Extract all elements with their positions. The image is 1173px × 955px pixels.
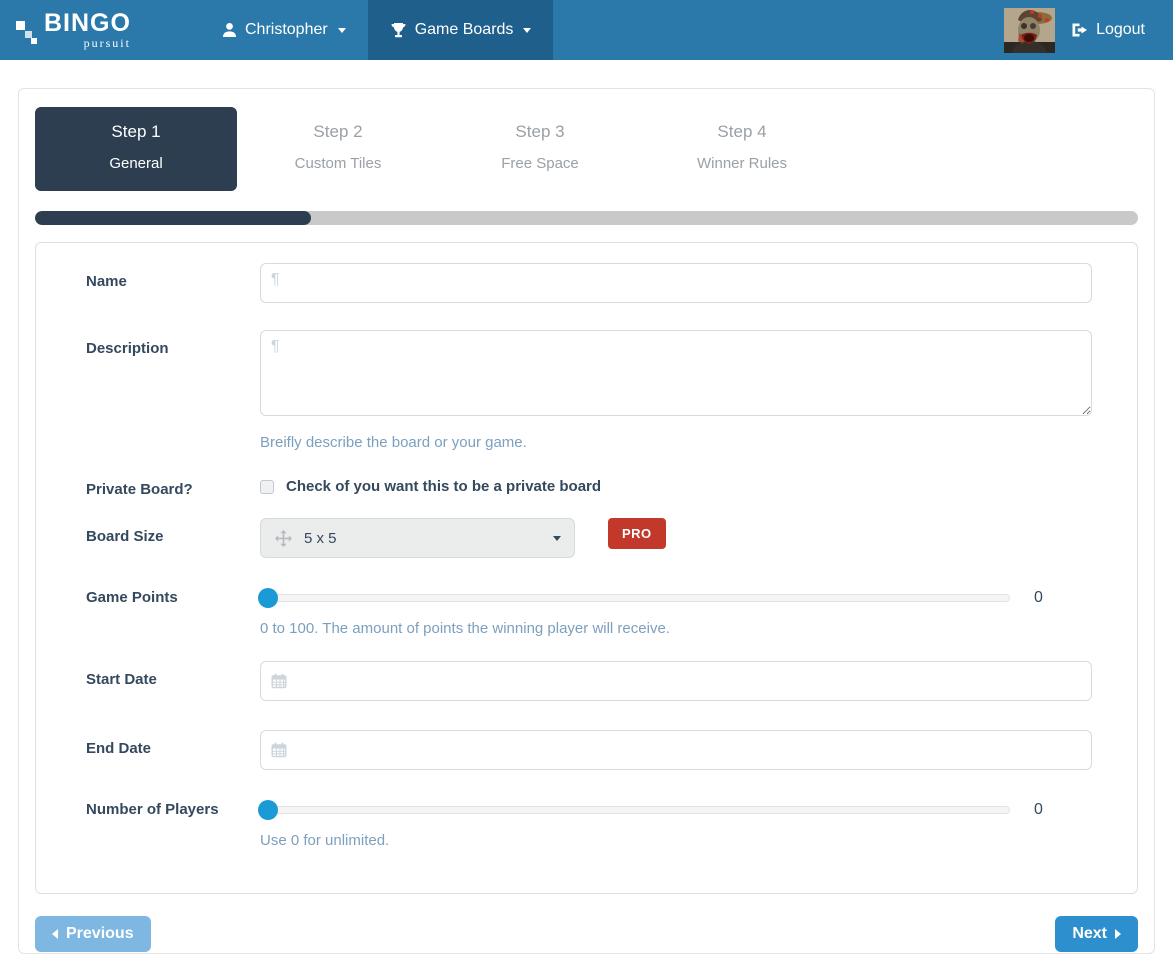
game-points-label: Game Points	[86, 589, 178, 606]
players-value: 0	[1034, 801, 1043, 818]
board-size-value: 5 x 5	[304, 529, 337, 547]
wizard-steps: Step 1 General Step 2 Custom Tiles Step …	[35, 107, 1138, 191]
name-input[interactable]	[260, 263, 1092, 303]
description-input[interactable]	[260, 330, 1092, 416]
arrow-right-icon	[1115, 929, 1121, 939]
step-subtitle: Custom Tiles	[294, 155, 382, 172]
step-title: Step 1	[111, 122, 161, 141]
start-date-input[interactable]	[260, 661, 1092, 701]
progress-fill	[35, 211, 311, 225]
game-points-help: 0 to 100. The amount of points the winni…	[260, 620, 670, 637]
players-label: Number of Players	[86, 801, 219, 818]
step-title: Step 2	[313, 122, 363, 141]
trophy-icon	[391, 23, 406, 38]
brand-subtitle: pursuit	[83, 36, 131, 50]
game-boards-menu[interactable]: Game Boards	[367, 0, 554, 60]
game-points-slider-handle[interactable]	[258, 588, 278, 608]
avatar[interactable]	[1004, 7, 1056, 53]
step-title: Step 3	[515, 122, 565, 141]
players-slider[interactable]	[258, 800, 1010, 820]
brand-title: BINGO	[44, 9, 131, 37]
private-board-checkbox[interactable]	[260, 479, 274, 494]
start-date-label: Start Date	[86, 671, 157, 688]
game-boards-menu-label: Game Boards	[414, 21, 514, 38]
logout-button[interactable]: Logout	[1071, 21, 1145, 39]
end-date-input[interactable]	[260, 730, 1092, 770]
user-menu-label: Christopher	[245, 21, 328, 38]
previous-button-label: Previous	[66, 925, 134, 942]
wizard-panel: Step 1 General Step 2 Custom Tiles Step …	[18, 88, 1155, 954]
description-label: Description	[86, 340, 169, 357]
wizard-progress-bar	[35, 211, 1138, 225]
next-button-label: Next	[1072, 925, 1107, 942]
user-icon	[223, 23, 236, 37]
arrow-left-icon	[52, 929, 58, 939]
tab-step-4[interactable]: Step 4 Winner Rules	[641, 107, 843, 191]
logout-label: Logout	[1096, 21, 1145, 38]
end-date-label: End Date	[86, 740, 152, 757]
players-help: Use 0 for unlimited.	[260, 832, 390, 849]
logout-icon	[1072, 23, 1088, 37]
move-icon	[275, 529, 292, 547]
step-subtitle: Winner Rules	[696, 155, 788, 172]
tab-step-3[interactable]: Step 3 Free Space	[439, 107, 641, 191]
game-points-slider[interactable]	[258, 588, 1010, 608]
private-board-checkbox-label: Check of you want this to be a private b…	[286, 478, 602, 495]
step-subtitle: Free Space	[501, 155, 579, 172]
previous-button[interactable]: Previous	[35, 916, 151, 952]
tab-step-1[interactable]: Step 1 General	[35, 107, 237, 191]
description-help: Breifly describe the board or your game.	[260, 434, 527, 451]
pro-badge-button[interactable]: PRO	[608, 518, 666, 549]
chevron-down-icon	[523, 27, 532, 33]
general-form: Name ¶ Description ¶ Breifly describe th…	[35, 242, 1138, 894]
players-slider-handle[interactable]	[258, 800, 278, 820]
user-menu[interactable]: Christopher	[200, 0, 368, 60]
step-subtitle: General	[109, 155, 163, 172]
tab-step-2[interactable]: Step 2 Custom Tiles	[237, 107, 439, 191]
next-button[interactable]: Next	[1055, 916, 1138, 952]
game-points-value: 0	[1034, 589, 1043, 606]
chevron-down-icon	[337, 27, 346, 33]
brand-logo[interactable]: BINGO pursuit	[0, 0, 150, 60]
private-board-label: Private Board?	[86, 481, 193, 498]
brand-pixels-icon	[16, 17, 40, 47]
step-title: Step 4	[717, 122, 767, 141]
navbar: BINGO pursuit Christopher Game Boards	[0, 0, 1173, 60]
select-caret-icon	[553, 536, 561, 541]
board-size-label: Board Size	[86, 528, 164, 545]
name-label: Name	[86, 273, 127, 290]
board-size-select[interactable]: 5 x 5	[260, 518, 575, 558]
